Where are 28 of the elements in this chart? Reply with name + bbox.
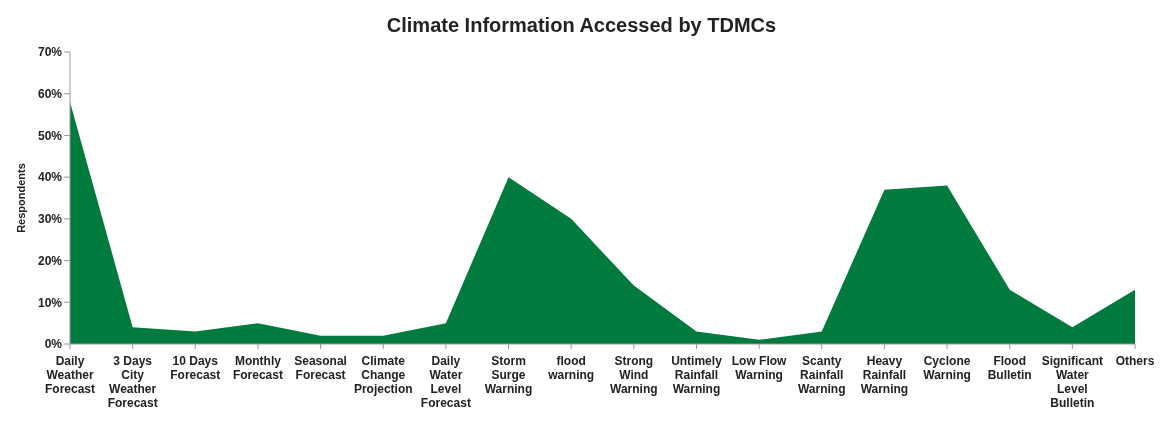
y-tick-label: 60% [37, 86, 63, 101]
x-tick-label: Significant Water Level Bulletin [1041, 354, 1104, 410]
x-tick-label: Daily Water Level Forecast [420, 354, 471, 410]
y-axis-title: Respondents [14, 163, 27, 233]
x-tick-label: flood warning [547, 354, 595, 382]
x-tick-label: Flood Bulletin [987, 354, 1032, 382]
x-tick-label: Scanty Rainfall Warning [797, 354, 846, 396]
chart-title: Climate Information Accessed by TDMCs [385, 13, 778, 38]
x-tick-label: Others [1115, 354, 1155, 368]
y-tick-label: 40% [37, 170, 63, 185]
y-tick-label: 10% [37, 295, 63, 310]
x-tick-label: Low Flow Warning [731, 354, 788, 382]
x-tick-label: Storm Surge Warning [484, 354, 533, 396]
y-tick-label: 50% [37, 128, 63, 143]
y-tick-label: 30% [37, 212, 63, 227]
x-tick-label: Climate Change Projection [353, 354, 413, 396]
x-tick-label: Monthly Forecast [232, 354, 283, 382]
y-tick-label: 0% [44, 337, 63, 352]
x-tick-label: 3 Days City Weather Forecast [107, 354, 158, 410]
x-tick-label: Heavy Rainfall Warning [860, 354, 909, 396]
y-tick-label: 70% [37, 45, 63, 60]
x-tick-label: 10 Days Forecast [170, 354, 221, 382]
x-tick-label: Seasonal Forecast [294, 354, 347, 382]
x-tick-label: Untimely Rainfall Warning [671, 354, 723, 396]
y-tick-label: 20% [37, 253, 63, 268]
x-tick-label: Cyclone Warning [923, 354, 971, 382]
x-tick-label: Daily Weather Forecast [44, 354, 96, 396]
x-tick-label: Strong Wind Warning [610, 354, 658, 396]
